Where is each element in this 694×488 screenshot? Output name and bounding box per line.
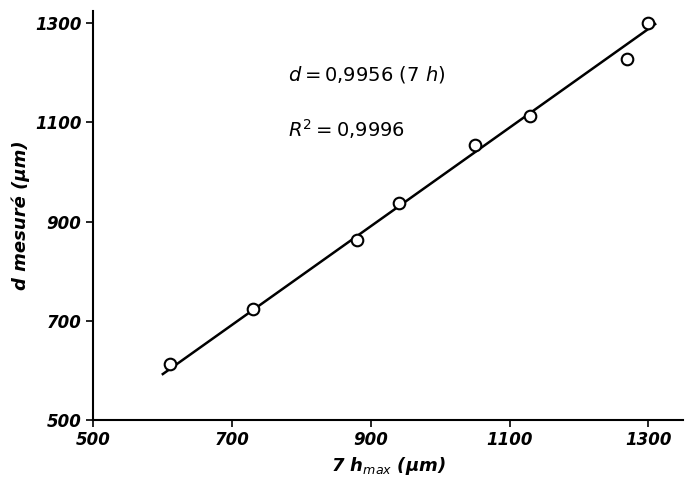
Point <box>622 55 633 63</box>
Point <box>525 112 536 120</box>
Point <box>351 236 362 244</box>
Y-axis label: d mesuré (µm): d mesuré (µm) <box>11 141 30 290</box>
Point <box>247 305 258 313</box>
Text: $R^2 = 0{,}9996$: $R^2 = 0{,}9996$ <box>288 117 405 141</box>
Point <box>164 360 176 368</box>
Point <box>643 20 654 27</box>
Point <box>469 141 480 149</box>
Point <box>393 199 404 206</box>
Text: $d = 0{,}9956\ (7\ h)$: $d = 0{,}9956\ (7\ h)$ <box>288 64 446 85</box>
X-axis label: 7 h$_{max}$ (µm): 7 h$_{max}$ (µm) <box>331 455 446 477</box>
